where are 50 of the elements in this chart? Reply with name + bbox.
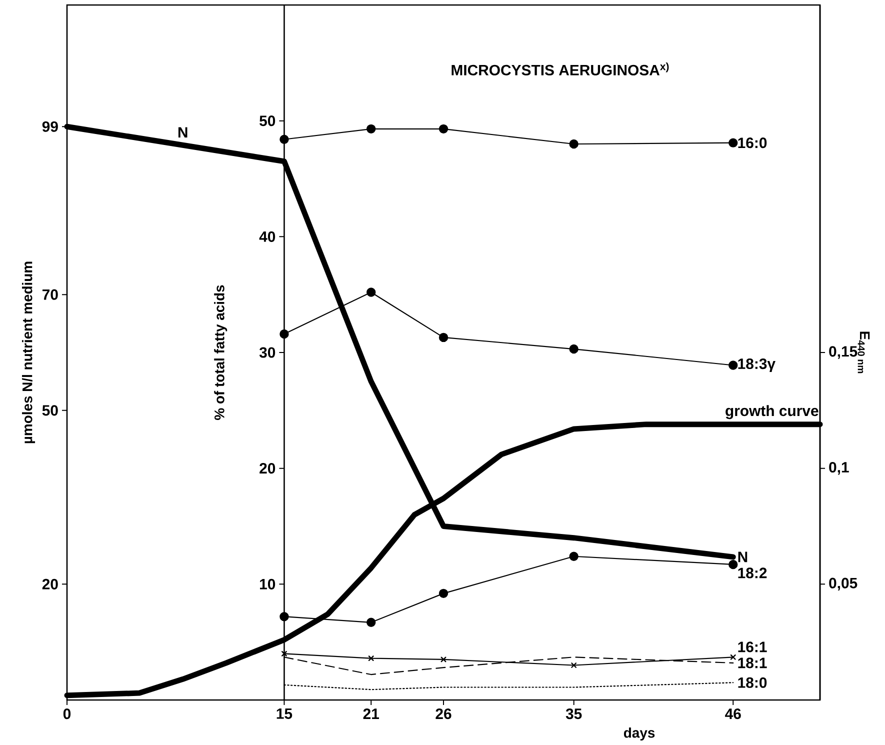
series-label: 18:3γ (738, 358, 776, 372)
point (366, 288, 376, 297)
series-label: 16:0 (738, 138, 767, 148)
x-tick-label: 15 (276, 708, 292, 719)
y3-axis-title: E$_{440 nm}$ (858, 332, 870, 374)
series-label: 18:2 (738, 568, 767, 578)
series-label: growth curve (726, 405, 818, 420)
x-tick-label: 35 (566, 708, 582, 720)
x-tick-label: 26 (436, 708, 452, 720)
annotation: N (178, 127, 188, 138)
point (438, 588, 448, 598)
point (728, 560, 738, 570)
series-label: 18:0 (738, 677, 767, 688)
x-tick-label: 21 (363, 708, 379, 719)
y-tick-label: 20 (42, 578, 58, 590)
y3-tick-label: 0,15 (829, 346, 858, 359)
point (569, 344, 578, 354)
point (569, 139, 578, 149)
y2-tick-label: 30 (259, 347, 276, 358)
x-axis-title: days (624, 728, 655, 741)
point (571, 662, 577, 668)
series-label: 16:1 (738, 642, 767, 652)
x-tick-label: 0 (63, 708, 71, 720)
point (569, 552, 578, 561)
point (438, 124, 448, 134)
point (728, 360, 738, 370)
y3-tick-label: 0,05 (829, 578, 858, 591)
y2-tick-label: 20 (260, 463, 276, 474)
point (366, 618, 376, 627)
point (728, 138, 738, 148)
y3-tick-label: 0,1 (829, 462, 849, 475)
point (368, 656, 374, 662)
point (366, 124, 376, 134)
y2-tick-label: 50 (260, 116, 276, 126)
series-label: N (738, 552, 748, 562)
y-tick-label: 50 (42, 405, 58, 416)
y2-tick-label: 10 (260, 578, 276, 590)
point (280, 134, 289, 144)
y2-axis-title: % of total fatty acids (214, 285, 228, 420)
x-tick-label: 46 (725, 708, 741, 720)
text: MICROCYSTIS AERUGINOSA$^{x)}$ (452, 62, 669, 76)
point (438, 332, 448, 342)
y-tick-label: 99 (42, 121, 58, 132)
y-axis-title: µmoles N/l nutrient medium (22, 262, 36, 444)
y2-tick-label: 40 (259, 231, 276, 242)
series-label: 18:1 (738, 658, 767, 668)
point (440, 656, 446, 662)
y-tick-label: 70 (42, 289, 58, 300)
point (280, 329, 289, 339)
point (280, 612, 289, 622)
